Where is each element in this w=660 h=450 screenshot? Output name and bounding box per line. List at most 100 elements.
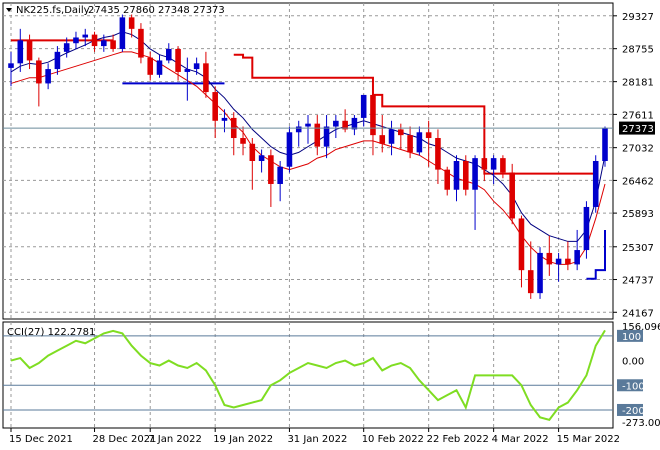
candle-body [8,63,14,68]
candle-body [26,40,33,61]
cci-tick-label: -273.0024 [622,418,660,429]
candle-body [258,155,265,161]
header-triangle-icon[interactable] [6,8,12,12]
candle-body [398,129,404,136]
candle-body [435,138,441,170]
candle-body [360,94,367,118]
candle-body [388,129,395,144]
candle-body [314,123,321,147]
candle-body [462,161,469,190]
price-tick-label: 24167 [622,308,654,319]
candle-body [221,117,228,121]
candle-body [73,37,79,44]
candle-body [203,63,209,93]
candle-body [110,40,116,49]
candle-body [370,94,376,136]
candle-body [193,63,200,70]
cci-tick-label: 0.00 [622,357,644,368]
current-price-badge [619,121,655,135]
candle-body [268,155,274,184]
candles [8,14,608,299]
time-tick-label: 22 Feb 2022 [427,434,489,445]
symbol-label: NK225.fs,Daily [16,5,90,16]
time-tick-label: 28 Dec 2021 [93,434,157,445]
time-tick-label: 10 Feb 2022 [362,434,424,445]
candle-body [472,158,478,190]
candle-body [592,161,599,207]
candle-body [527,270,534,294]
candle-body [500,158,506,173]
price-tick-label: 28755 [622,45,654,56]
candle-body [305,123,311,127]
candle-body [63,43,70,52]
cci-tick-label: 100 [622,332,641,343]
ohlc-values: 27435 27860 27348 27373 [88,5,225,16]
time-tick-label: 7 Jan 2022 [148,434,202,445]
candle-body [518,218,525,271]
candle-body [323,126,330,147]
candle-body [212,92,218,121]
candle-body [574,250,580,265]
candle-body [82,34,89,38]
candle-body [333,120,339,127]
candle-body [295,126,302,133]
candle-body [119,17,126,49]
candle-body [249,143,256,161]
candle-body [490,158,497,170]
cci-tick-label: 156.0965 [622,322,660,333]
candle-body [537,252,543,294]
price-axis: 29327 28755 28181 27611 27032 26462 25893 25307… [613,12,654,319]
candle-body [165,48,172,61]
candle-body [416,132,423,153]
candle-body [128,17,135,29]
candle-body [91,34,98,47]
candle-body [101,40,107,47]
candle-body [277,166,283,184]
cci-line [10,329,606,421]
price-tick-label: 27032 [622,144,654,155]
candle-body [481,158,488,170]
cci-tick-label: -200 [622,406,645,417]
price-tick-label: 25893 [622,209,654,220]
price-tick-label: 29327 [622,12,654,23]
candle-body [342,120,348,130]
candle-body [546,252,553,265]
price-tick-label: 26462 [622,176,654,187]
time-tick-label: 15 Mar 2022 [557,434,620,445]
candle-body [286,132,293,167]
candle-body [45,69,51,84]
price-tick-label: 28181 [622,78,654,89]
cci-levels [3,335,613,411]
slow-ma-line [10,51,606,265]
price-tick-label: 24737 [622,276,654,287]
candle-body [54,51,61,70]
time-tick-label: 15 Dec 2021 [9,434,73,445]
main-panel-frame [2,2,614,320]
candle-body [138,28,144,58]
candle-body [583,206,590,251]
candle-body [147,57,154,75]
cci-level-badge [617,329,643,342]
time-tick-label: 31 Jan 2022 [287,434,347,445]
candle-body [184,69,191,72]
candle-body [351,117,358,130]
cci-axis: 156.0965100 0.00 -100 -200-273.0024 [617,322,660,429]
cci-label: CCI(27) 122.2781 [7,327,95,338]
candle-body [17,40,24,64]
price-tick-label: 27611 [622,110,654,121]
candle-body [565,258,571,265]
candle-body [175,48,181,72]
time-tick-label: 19 Jan 2022 [213,434,273,445]
candle-body [407,135,413,153]
price-tick-label: 25307 [622,243,654,254]
candle-body [36,60,42,84]
cci-level-badge [617,379,643,392]
candle-body [444,169,451,190]
candle-body [425,132,432,139]
time-tick-label: 4 Mar 2022 [492,434,549,445]
cci-tick-label: -100 [622,381,645,392]
candle-body [555,258,562,265]
candle-body [453,161,460,190]
